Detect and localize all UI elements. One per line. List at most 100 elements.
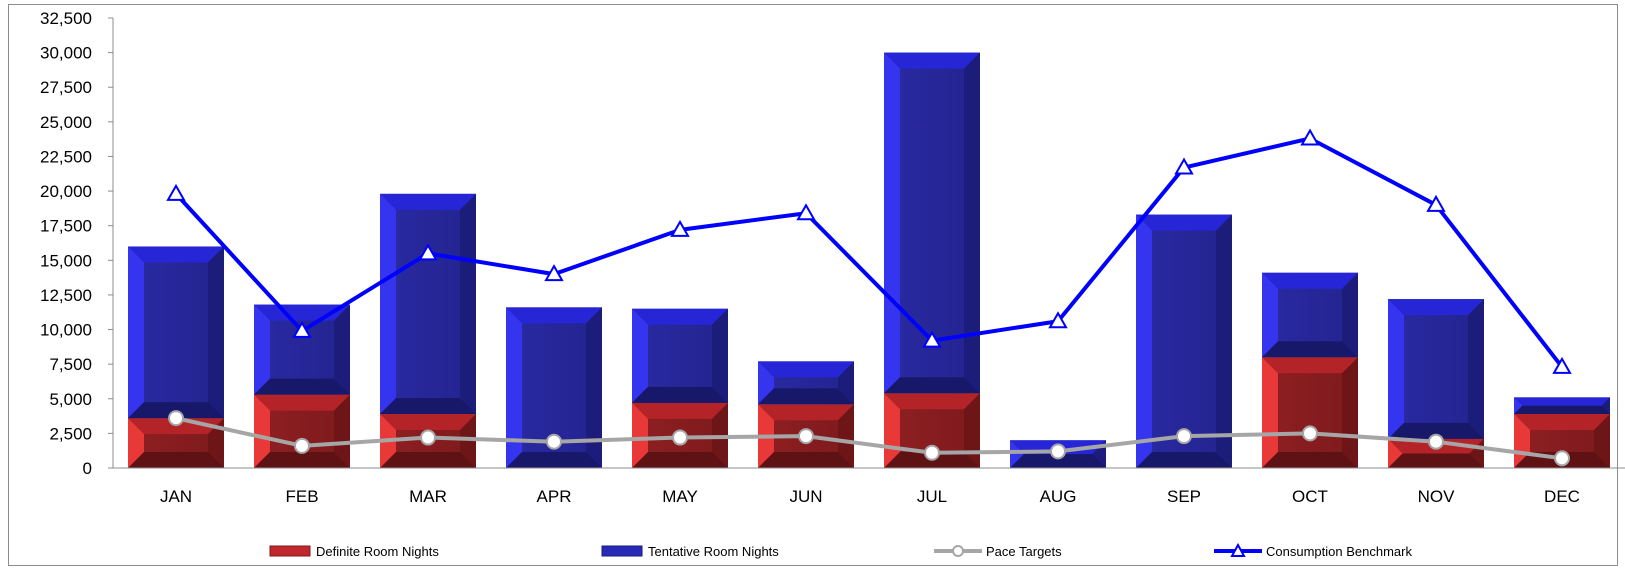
y-tick-label: 7,500 xyxy=(49,355,92,374)
blue-bar-bevel-right xyxy=(838,361,854,405)
consumption-benchmark-point xyxy=(1174,157,1194,175)
blue-bar-bevel-top xyxy=(1514,397,1610,406)
blue-bar-bevel-bottom xyxy=(254,378,350,395)
pace-targets-point xyxy=(1428,433,1444,450)
x-tick-label: MAY xyxy=(662,487,698,506)
legend-swatch-marker xyxy=(952,545,964,557)
blue-bar-bevel-right xyxy=(334,304,350,395)
blue-bar-bevel-top xyxy=(254,304,350,321)
legend-swatch-marker xyxy=(1230,542,1246,557)
legend-item: Consumption Benchmark xyxy=(1214,542,1412,559)
blue-bar-bevel-top xyxy=(1136,214,1232,231)
bars-layer xyxy=(128,52,1610,468)
blue-bar-bevel-top xyxy=(758,361,854,378)
red-bar-bevel-bottom xyxy=(758,452,854,468)
pace-targets-point xyxy=(294,437,310,454)
blue-bar-bevel-bottom xyxy=(380,398,476,414)
blue-bar-bevel-left xyxy=(884,52,900,394)
y-tick-label: 20,000 xyxy=(40,182,92,201)
pace-targets-point xyxy=(798,428,814,445)
blue-bar-bevel-bottom xyxy=(506,452,602,468)
pace-targets-point xyxy=(168,410,184,427)
pace-targets-line xyxy=(175,416,1563,461)
tentative-bar xyxy=(254,304,350,395)
x-tick-label: DEC xyxy=(1544,487,1580,506)
red-bar-bevel-right xyxy=(838,404,854,468)
x-tick-label: SEP xyxy=(1167,487,1201,506)
blue-bar-bevel-left xyxy=(632,308,648,403)
blue-bar-bevel-top xyxy=(1388,299,1484,316)
blue-bar-bevel-left xyxy=(380,193,396,414)
red-bar-bevel-bottom xyxy=(254,452,350,468)
y-tick-label: 5,000 xyxy=(49,390,92,409)
consumption-benchmark-point xyxy=(670,219,690,237)
x-tick-label: OCT xyxy=(1292,487,1328,506)
blue-bar-bevel-left xyxy=(1010,440,1024,468)
tentative-bar xyxy=(380,193,476,414)
y-tick-label: 32,500 xyxy=(40,9,92,28)
consumption-benchmark-line xyxy=(174,136,1564,369)
x-tick-label: MAR xyxy=(409,487,447,506)
consumption-benchmark-point xyxy=(922,330,942,348)
red-bar-bevel-left xyxy=(632,402,648,468)
blue-bar-bevel-bottom xyxy=(1388,422,1484,439)
blue-bar-bevel-left xyxy=(758,361,774,405)
red-bar-bevel-left xyxy=(1262,357,1278,468)
y-tick-label: 2,500 xyxy=(49,424,92,443)
tentative-bar xyxy=(1136,214,1232,468)
legend-label: Definite Room Nights xyxy=(316,544,439,559)
blue-bar-bevel-bottom xyxy=(1136,452,1232,468)
x-tick-label: APR xyxy=(537,487,572,506)
red-bar-bevel-top xyxy=(380,414,476,430)
blue-bar-bevel-bottom xyxy=(1262,341,1358,358)
blue-bar-bevel-top xyxy=(1262,272,1358,289)
blue-bar-bevel-right xyxy=(586,307,602,468)
y-tick-label: 12,500 xyxy=(40,286,92,305)
red-bar-bevel-right xyxy=(1342,357,1358,468)
legend-item: Tentative Room Nights xyxy=(601,544,779,559)
red-bar-bevel-bottom xyxy=(128,452,224,468)
y-tick-label: 15,000 xyxy=(40,251,92,270)
tentative-bar xyxy=(1514,397,1610,414)
legend-label: Tentative Room Nights xyxy=(648,544,779,559)
x-tick-label: JUN xyxy=(789,487,822,506)
x-tick-label: JUL xyxy=(917,487,947,506)
x-tick-label: FEB xyxy=(285,487,318,506)
blue-bar-bevel-top xyxy=(632,308,728,325)
red-bar-bevel-top xyxy=(758,404,854,421)
red-bar-bevel-bottom xyxy=(1388,453,1484,468)
blue-bar-bevel-top xyxy=(506,307,602,324)
red-bar-bevel-top xyxy=(1262,357,1358,374)
pace-targets-point xyxy=(546,433,562,450)
blue-bar-bevel-right xyxy=(1342,272,1358,358)
legend-item: Definite Room Nights xyxy=(269,544,439,559)
tentative-bar xyxy=(128,246,224,419)
y-axis: 0 2,500 5,000 7,500 10,000 12,500 15,000 17,500… xyxy=(40,9,114,478)
blue-bar-bevel-right xyxy=(208,246,224,419)
blue-bar-bevel-left xyxy=(1262,272,1278,358)
legend-swatch xyxy=(601,545,643,557)
y-tick-label: 0 xyxy=(83,459,92,478)
x-tick-label: AUG xyxy=(1040,487,1077,506)
consumption-benchmark-point xyxy=(418,243,438,261)
red-bar-bevel-top xyxy=(1514,414,1610,430)
pace-targets-point xyxy=(1050,443,1066,460)
blue-bar-bevel-right xyxy=(1216,214,1232,468)
definite-bar xyxy=(254,394,350,468)
x-tick-label: JAN xyxy=(160,487,192,506)
pace-targets-point xyxy=(1176,428,1192,445)
pace-targets-point xyxy=(420,429,436,446)
red-bar-bevel-right xyxy=(1594,414,1610,468)
red-bar-bevel-top xyxy=(632,402,728,419)
consumption-benchmark-point xyxy=(544,264,564,282)
red-bar-bevel-right xyxy=(460,414,476,468)
pace-targets-point xyxy=(924,444,940,461)
definite-bar xyxy=(1262,357,1358,468)
consumption-benchmark-point xyxy=(1300,128,1320,146)
blue-bar-bevel-left xyxy=(1514,397,1523,414)
x-axis: JAN FEB MAR APR MAY JUN JUL AUG SEP OCT NOV DEC xyxy=(113,467,1625,506)
red-bar-bevel-top xyxy=(254,394,350,411)
consumption-benchmark-point xyxy=(1048,311,1068,329)
red-bar-bevel-left xyxy=(128,418,144,468)
